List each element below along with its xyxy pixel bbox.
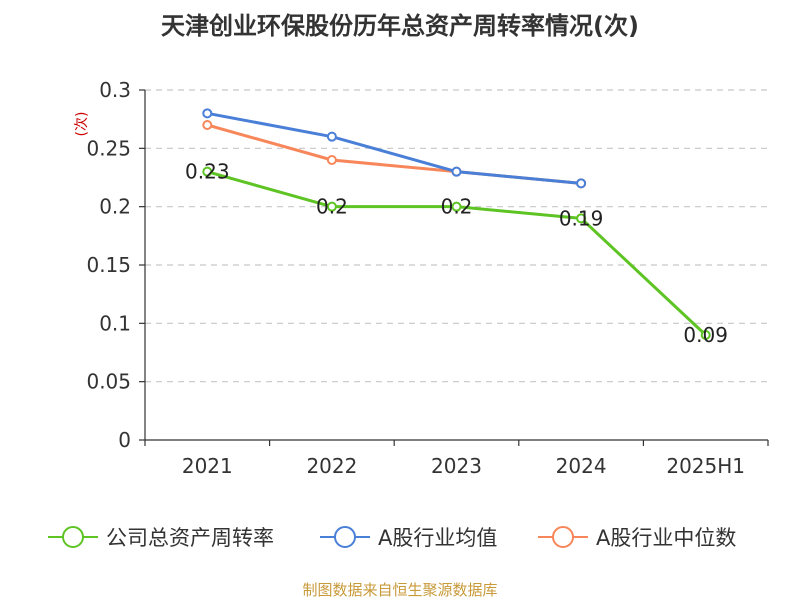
x-tick-label: 2021 <box>182 454 233 478</box>
x-tick-label: 2025H1 <box>666 454 745 478</box>
data-point <box>576 178 587 189</box>
data-label: 0.23 <box>185 160 230 184</box>
x-tick-label: 2022 <box>306 454 357 478</box>
data-point <box>576 213 587 224</box>
y-tick-label: 0.15 <box>86 253 131 277</box>
legend-swatch-marker <box>62 526 84 548</box>
legend-swatch-marker <box>334 526 356 548</box>
data-point <box>700 330 711 340</box>
axes <box>139 89 769 446</box>
data-label: 0.2 <box>316 195 348 219</box>
y-axis-label: (次) <box>74 112 90 137</box>
data-label: 0.09 <box>683 323 728 347</box>
x-tick-labels: 2021 2022 2023 2024 2025H1 <box>182 454 745 478</box>
y-tick-label: 0.3 <box>99 78 131 102</box>
y-tick-label: 0.25 <box>86 136 131 160</box>
data-label: 0.2 <box>441 195 473 219</box>
y-tick-label: 0.2 <box>99 195 131 219</box>
data-point <box>326 155 337 165</box>
chart-title: 天津创业环保股份历年总资产周转率情况(次) <box>161 12 639 40</box>
series-line-1 <box>207 111 582 185</box>
data-point <box>326 131 337 142</box>
series-lines <box>202 108 711 340</box>
legend-label: 公司总资产周转率 <box>106 526 274 550</box>
legend-swatch-marker <box>552 526 574 548</box>
data-point <box>451 201 462 212</box>
grid-lines <box>145 89 768 383</box>
data-point <box>202 166 213 177</box>
data-point <box>202 108 213 119</box>
x-tick-label: 2024 <box>556 454 607 478</box>
legend: 公司总资产周转率 A股行业均值 A股行业中位数 <box>48 526 736 550</box>
data-point <box>326 201 337 212</box>
legend-label: A股行业中位数 <box>596 526 736 550</box>
x-tick-label: 2023 <box>431 454 482 478</box>
data-point <box>451 166 462 177</box>
data-labels: 0.23 0.2 0.2 0.19 0.09 <box>185 160 728 347</box>
y-tick-label: 0 <box>118 428 131 452</box>
y-tick-label: 0.1 <box>99 311 131 335</box>
data-point <box>202 120 213 130</box>
source-note: 制图数据来自恒生聚源数据库 <box>302 581 497 599</box>
data-label: 0.19 <box>559 206 604 230</box>
legend-label: A股行业均值 <box>378 526 497 550</box>
y-tick-labels: 0 0.05 0.1 0.15 0.2 0.25 0.3 <box>86 78 131 452</box>
y-tick-label: 0.05 <box>86 370 131 394</box>
